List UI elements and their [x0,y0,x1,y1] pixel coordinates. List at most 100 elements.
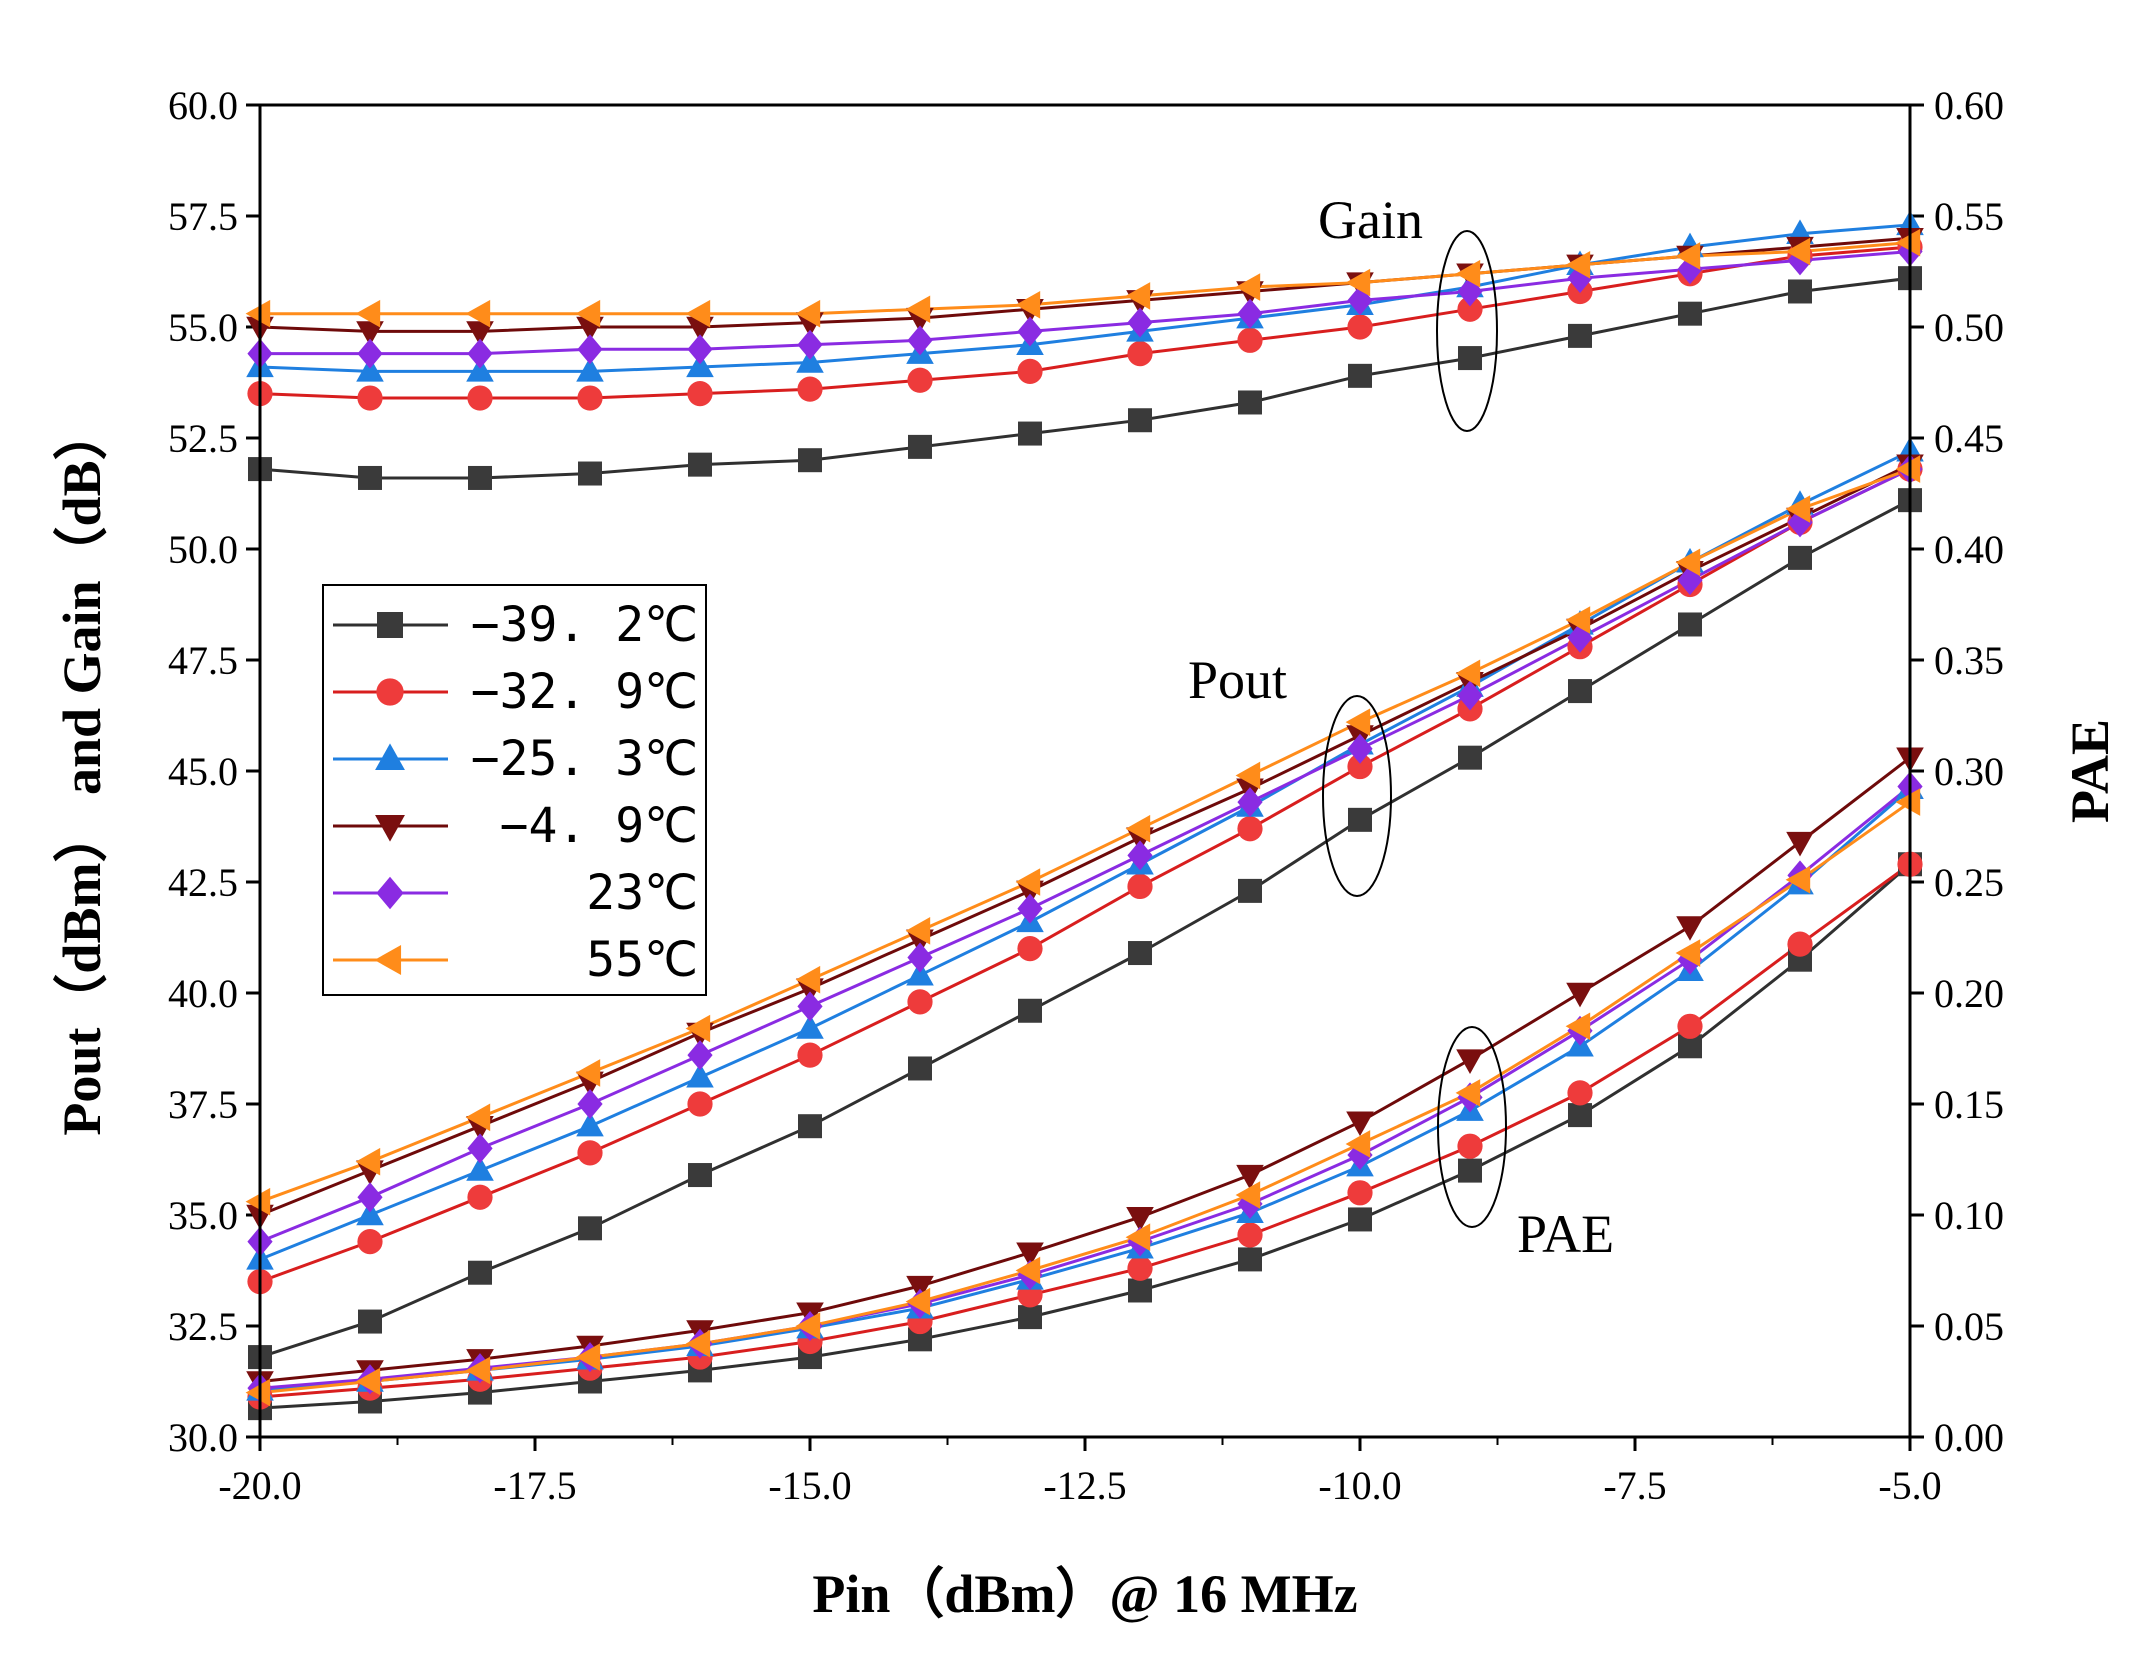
pout-point [1237,787,1263,818]
pout-line-series-0 [259,498,1911,1359]
pout-point [355,1147,381,1176]
gain-ellipse [1436,230,1498,432]
y2-tick-label: 0.10 [1934,1193,2004,1238]
pout-point [1235,761,1261,790]
pae-point [1675,939,1701,967]
gain-point [1348,363,1372,388]
gain-point [1677,254,1703,285]
pout-point [686,1062,714,1088]
gain-point [1017,316,1043,347]
pout-point [907,942,933,973]
legend-label: 55℃ [586,932,698,988]
gain-line-series-4 [260,250,1911,356]
gain-point [685,299,711,328]
gain-point [245,299,271,328]
gain-point [798,448,822,473]
pout-ellipse [1322,695,1392,897]
pout-point [687,1091,713,1117]
pout-point [577,1089,603,1119]
pae-point [1787,931,1813,957]
pae-point [1457,1133,1483,1159]
y-tick-label: 45.0 [168,749,238,794]
gain-point [356,321,384,346]
pout-point [575,1059,601,1087]
gain-point [1457,276,1483,307]
pae-point [1346,1111,1374,1137]
gain-point [1785,237,1811,266]
pout-point [245,1187,271,1216]
pout-point [357,1182,383,1213]
gain-point [358,465,382,490]
gain-point [687,334,713,365]
gain-point [355,299,381,328]
pout-point [1458,745,1482,770]
gain-point [1018,421,1042,446]
gain-point [1567,263,1593,294]
pout-line-series-2 [259,449,1911,1261]
pae-line-series-3 [259,756,1911,1383]
pae-point [685,1329,711,1358]
y2-tick-label: 0.60 [1934,83,2004,128]
gain-point [1457,296,1483,322]
legend-marker [376,876,404,910]
pout-point [688,1163,712,1188]
gain-line-series-2 [259,223,1911,373]
pae-point [1125,1223,1151,1251]
gain-point [1347,285,1373,316]
legend-label: 23℃ [586,865,698,921]
gain-point [908,434,932,459]
legend-marker [375,743,405,771]
legend-marker [376,678,404,706]
gain-point [796,348,824,373]
pout-point [1128,941,1152,966]
gain-point [686,352,714,378]
pout-point [1675,548,1701,577]
gain-point [1675,242,1701,270]
gain-point [688,452,712,477]
legend-label: −32. 9℃ [471,664,698,720]
pout-point [1345,708,1371,736]
pout-point [1348,807,1372,832]
pout-point [906,960,934,986]
pout-point [907,989,933,1015]
pae-point [575,1343,601,1371]
gain-point [576,357,604,382]
gain-point [467,338,493,369]
gain-point [1237,327,1263,353]
y-tick-label: 60.0 [168,83,238,128]
gain-point [797,376,823,402]
pae-ellipse [1437,1026,1507,1228]
gain-line-series-1 [259,245,1911,400]
pout-point [795,965,821,994]
pout-point [1237,816,1263,842]
gain-point [1455,259,1481,288]
y2-axis-title: PAE [2060,719,2120,823]
gain-point [1127,307,1153,338]
legend-label: −25. 3℃ [471,731,698,787]
gain-point [1345,268,1371,297]
x-tick-label: -15.0 [768,1463,851,1508]
gain-annotation: Gain [1318,190,1423,250]
pae-point [1567,1080,1593,1106]
gain-point [1347,314,1373,340]
pout-point [687,1040,713,1071]
pout-point [358,1309,382,1334]
pae-line-series-5 [259,800,1911,1395]
pae-point [1458,1158,1482,1183]
pae-point [1456,1049,1484,1074]
pout-point [797,1042,823,1068]
pout-point [1017,936,1043,962]
legend-marker [374,945,402,975]
pout-annotation: Pout [1188,650,1287,710]
pout-point [1125,814,1151,843]
pae-point [465,1356,491,1385]
pae-point [1677,1013,1703,1039]
y-tick-label: 55.0 [168,305,238,350]
pae-point [245,1378,271,1407]
pout-point [1787,507,1813,538]
gain-point [1238,390,1262,415]
pae-point [1236,1164,1264,1190]
pae-point [1126,1207,1154,1232]
y-axis-title: Pout（dBm） and Gain（dB） [52,406,112,1135]
y-tick-label: 35.0 [168,1193,238,1238]
